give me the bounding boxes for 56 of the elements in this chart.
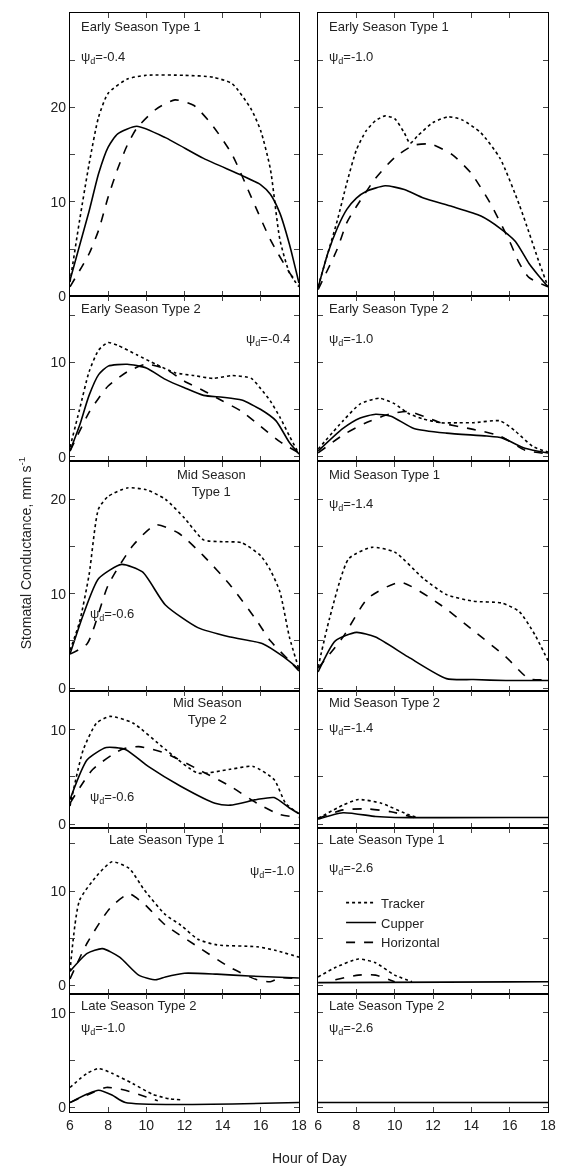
- y-tick-label: 20: [50, 99, 67, 116]
- y-tick-label: 0: [58, 815, 67, 832]
- annotation: ψ$_{d}$=-1.0: [329, 49, 374, 66]
- x-tick-label: 12: [176, 1116, 193, 1133]
- x-tick-label: 10: [138, 1116, 155, 1133]
- annotation: Late Season Type 1: [109, 832, 225, 847]
- annotation: Mid Season Type 2: [173, 695, 242, 727]
- annotation: ψ$_{d}$=-2.6: [329, 860, 374, 877]
- x-tick-label: 6: [314, 1116, 323, 1133]
- x-tick-label: 18: [540, 1116, 556, 1133]
- annotation: ψ$_{d}$=-2.6: [329, 1020, 374, 1037]
- annotation: Mid Season Type 2: [329, 695, 441, 710]
- y-tick-label: 0: [58, 448, 67, 465]
- x-tick-label: 8: [104, 1116, 113, 1133]
- annotation: ψ$_{d}$=-1.0: [250, 863, 295, 880]
- legend-label: Horizontal: [381, 935, 440, 951]
- annotation: Early Season Type 1: [81, 19, 201, 34]
- annotation: ψ$_{d}$=-0.4: [246, 331, 291, 348]
- annotation: ψ$_{d}$=-0.6: [90, 606, 135, 623]
- annotation: ψ$_{d}$=-0.6: [90, 789, 135, 806]
- y-tick-label: 0: [58, 977, 67, 994]
- x-tick-label: 6: [66, 1116, 75, 1133]
- x-tick-label: 16: [501, 1116, 518, 1133]
- x-tick-label: 8: [352, 1116, 361, 1133]
- x-tick-label: 18: [291, 1116, 307, 1133]
- y-tick-label: 10: [50, 354, 67, 371]
- annotation: ψ$_{d}$=-1.4: [329, 720, 374, 737]
- y-tick-label: 0: [58, 1099, 67, 1116]
- x-axis-title: Hour of Day: [272, 1150, 347, 1166]
- annotation: Early Season Type 2: [329, 301, 449, 316]
- annotation: Late Season Type 2: [329, 998, 445, 1013]
- y-tick-label: 10: [50, 193, 67, 210]
- annotation: ψ$_{d}$=-0.4: [81, 49, 126, 66]
- y-tick-label: 20: [50, 491, 67, 508]
- y-tick-label: 10: [50, 1004, 67, 1021]
- y-tick-label: 0: [58, 288, 67, 305]
- legend-label: Tracker: [381, 895, 426, 911]
- legend-label: Cupper: [381, 915, 425, 931]
- y-tick-label: 10: [50, 585, 67, 602]
- y-tick-label: 10: [50, 882, 67, 899]
- annotation: Mid Season Type 1: [329, 467, 441, 482]
- annotation: Mid Season Type 1: [177, 467, 246, 499]
- annotation: ψ$_{d}$=-1.4: [329, 496, 374, 513]
- x-tick-label: 14: [463, 1116, 480, 1133]
- annotation: Late Season Type 1: [329, 832, 445, 847]
- x-tick-label: 14: [214, 1116, 231, 1133]
- annotation: Early Season Type 1: [329, 19, 449, 34]
- annotation: Late Season Type 2: [81, 998, 197, 1013]
- annotation: Early Season Type 2: [81, 301, 201, 316]
- x-tick-label: 12: [425, 1116, 442, 1133]
- annotation: ψ$_{d}$=-1.0: [329, 331, 374, 348]
- annotation: ψ$_{d}$=-1.0: [81, 1020, 126, 1037]
- y-tick-label: 0: [58, 679, 67, 696]
- x-tick-label: 10: [386, 1116, 403, 1133]
- y-tick-label: 10: [50, 721, 67, 738]
- x-tick-label: 16: [253, 1116, 269, 1133]
